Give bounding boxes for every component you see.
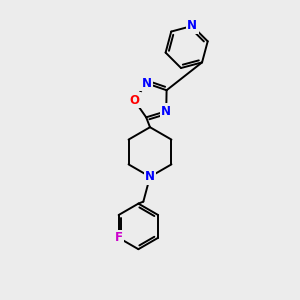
Text: F: F (115, 231, 123, 244)
Text: O: O (129, 94, 139, 107)
Text: N: N (145, 170, 155, 183)
Text: N: N (187, 20, 197, 32)
Text: N: N (161, 105, 171, 118)
Text: N: N (142, 77, 152, 90)
